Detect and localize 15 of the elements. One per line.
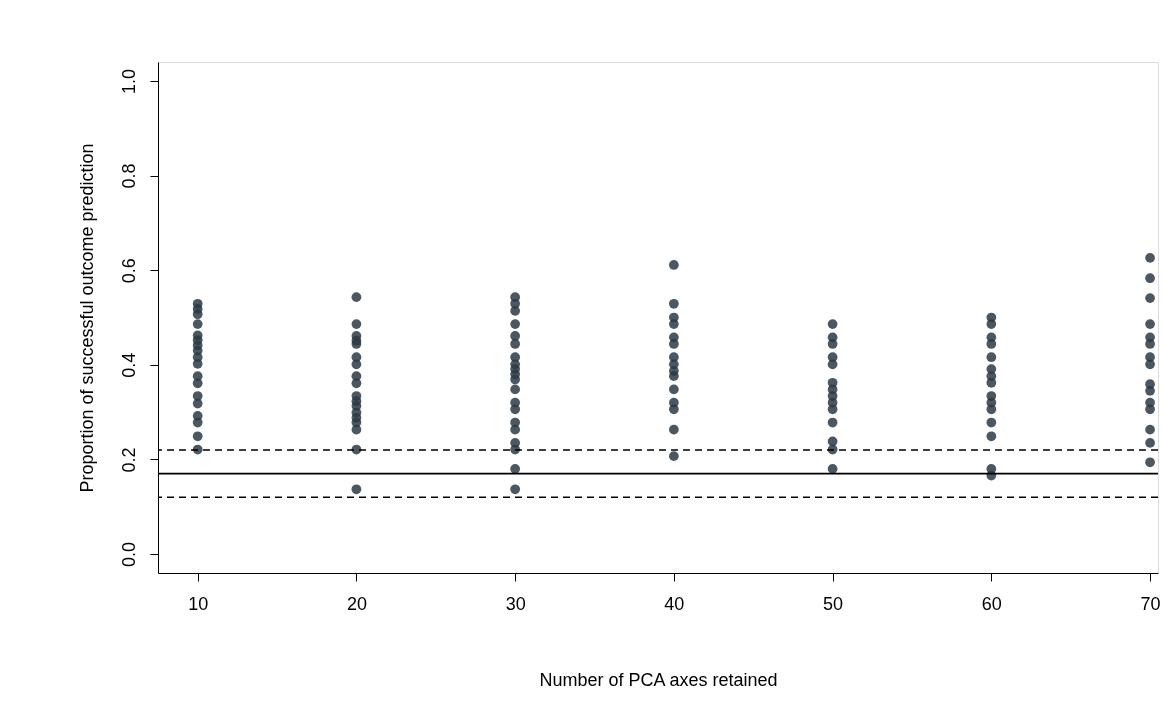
y-axis-title: Proportion of successful outcome prediction bbox=[76, 143, 97, 493]
y-tick-label: 0.0 bbox=[118, 542, 139, 568]
y-tick-label: 0.6 bbox=[118, 258, 139, 284]
x-tick-label: 70 bbox=[1140, 593, 1161, 614]
y-tick-label: 0.2 bbox=[118, 447, 139, 473]
x-tick-label: 20 bbox=[346, 593, 367, 614]
y-tick-label: 0.8 bbox=[118, 163, 139, 189]
y-tick-label: 0.4 bbox=[118, 352, 139, 378]
x-axis-title: Number of PCA axes retained bbox=[539, 669, 778, 690]
x-tick-label: 60 bbox=[981, 593, 1002, 614]
x-tick-label: 10 bbox=[188, 593, 209, 614]
x-tick-label: 30 bbox=[505, 593, 526, 614]
y-tick-label: 1.0 bbox=[118, 68, 139, 94]
x-tick-label: 50 bbox=[823, 593, 844, 614]
x-tick-label: 40 bbox=[664, 593, 685, 614]
